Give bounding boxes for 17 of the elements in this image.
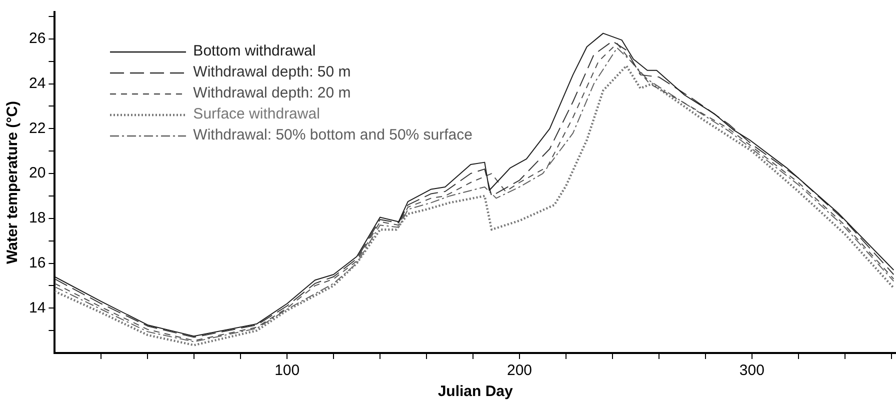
x-axis-title: Julian Day	[438, 383, 514, 400]
text: Withdrawal depth: 20 m	[193, 84, 351, 102]
text: Bottom withdrawal	[193, 42, 316, 60]
x-tick-label: 200	[506, 362, 532, 380]
text: Surface withdrawal	[193, 106, 320, 123]
y-axis-title: Water temperature (°C)	[4, 101, 22, 264]
x-tick-label: 300	[739, 362, 764, 380]
y-tick-label: 16	[28, 254, 46, 272]
y-tick-label: 18	[28, 210, 46, 227]
y-tick-label: 24	[28, 74, 46, 92]
x-tick-label: 100	[274, 362, 300, 380]
text: Withdrawal depth: 50 m	[193, 64, 351, 81]
y-tick-label: 22	[28, 120, 46, 137]
y-tick-label: 26	[28, 30, 46, 48]
y-tick-label: 14	[28, 299, 46, 316]
y-tick-label: 20	[28, 164, 46, 182]
text: Withdrawal: 50% bottom and 50% surface	[193, 126, 472, 144]
